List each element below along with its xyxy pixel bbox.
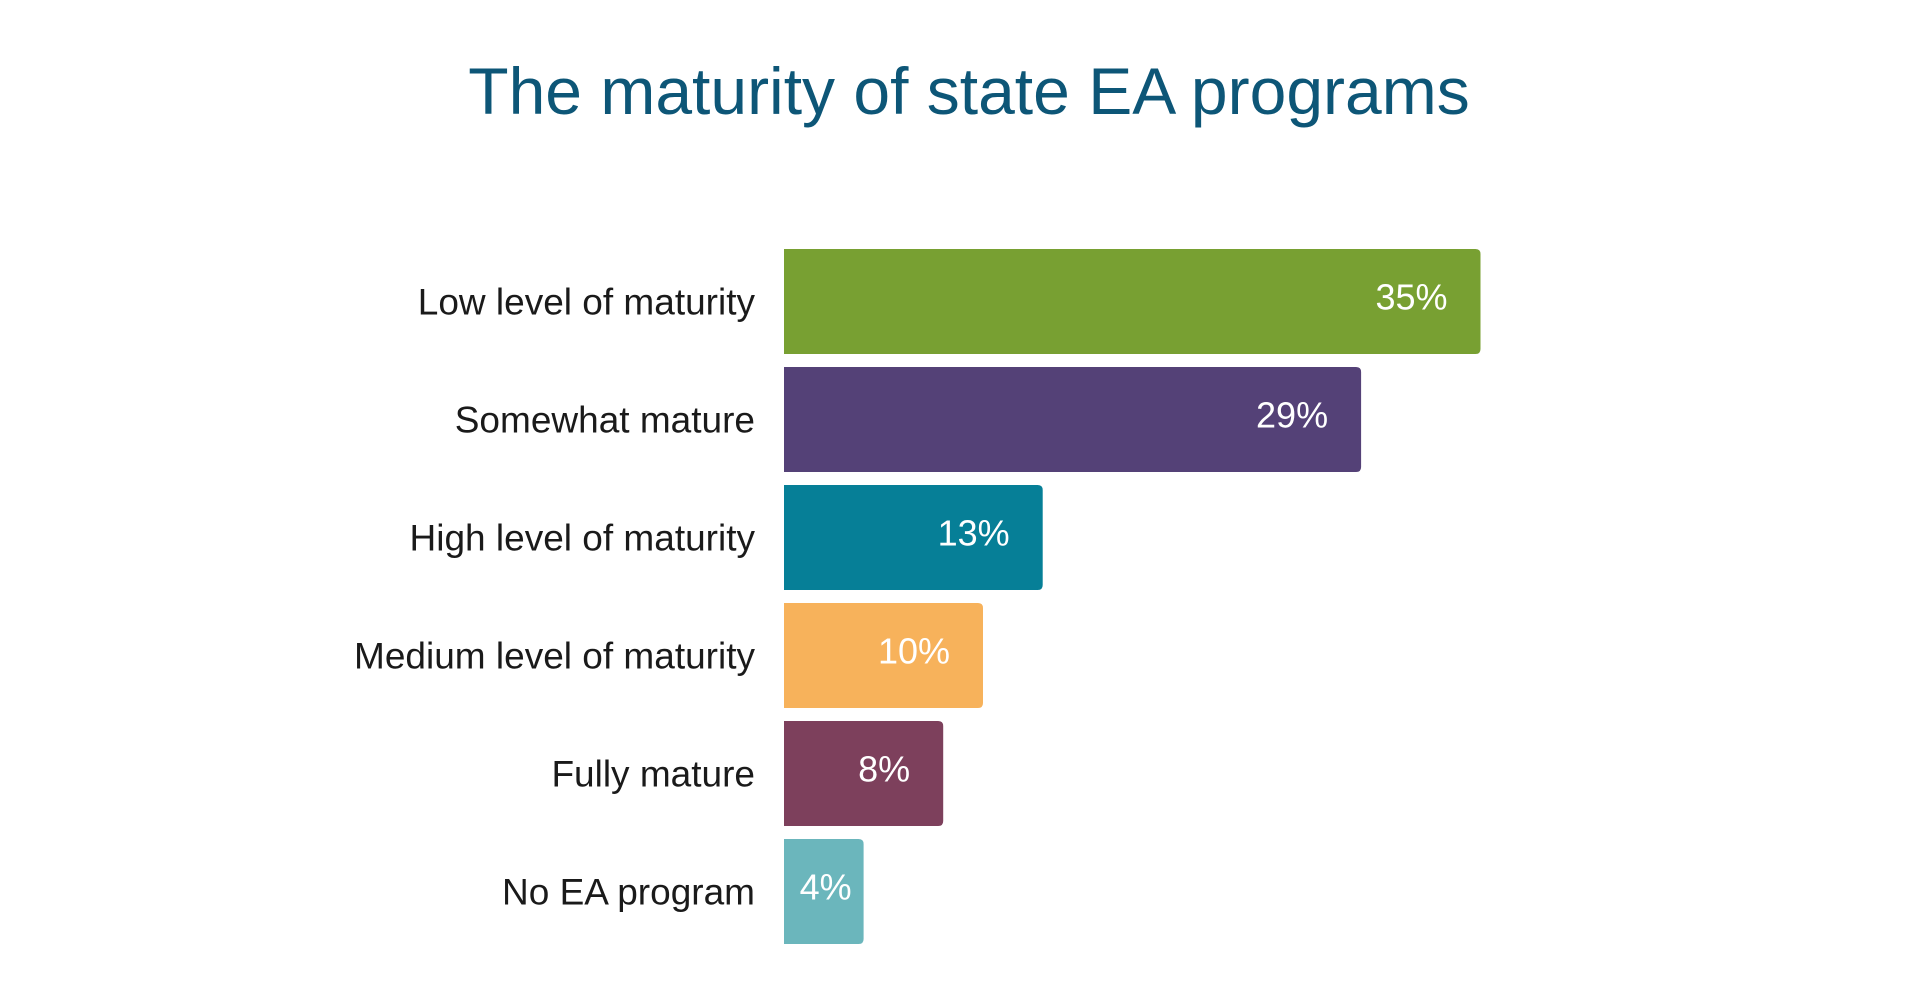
value-label: 4% [800, 867, 852, 908]
value-label: 10% [878, 631, 950, 672]
bar-2 [784, 485, 1043, 590]
bar-5 [784, 839, 864, 944]
category-label: Somewhat mature [455, 400, 755, 441]
chart-title: The maturity of state EA programs [468, 54, 1469, 128]
bar-0 [784, 249, 1481, 354]
bars-group: Low level of maturity 35% Somewhat mature 2… [354, 249, 1481, 944]
bar-1 [784, 367, 1362, 472]
value-label: 35% [1375, 277, 1447, 318]
category-label: Low level of maturity [418, 282, 756, 323]
category-label: High level of maturity [410, 518, 756, 559]
category-label: Medium level of maturity [354, 636, 755, 677]
value-label: 13% [938, 513, 1010, 554]
bar-4 [784, 721, 944, 826]
category-label: Fully mature [551, 754, 755, 795]
category-label: No EA program [502, 872, 755, 913]
value-label: 29% [1256, 395, 1328, 436]
value-label: 8% [858, 749, 910, 790]
bar-3 [784, 603, 983, 708]
